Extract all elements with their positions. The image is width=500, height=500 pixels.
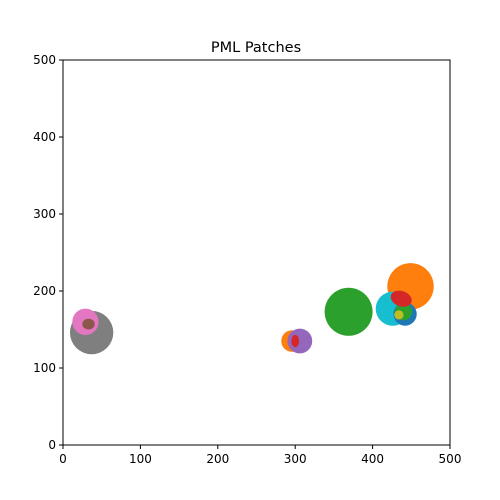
y-tick-label: 300 <box>33 207 56 221</box>
plot-frame <box>62 59 451 446</box>
patch-circle-6 <box>287 328 313 354</box>
y-tick-label: 400 <box>33 130 56 144</box>
x-tick-label: 500 <box>439 452 462 466</box>
y-tick-label: 0 <box>48 438 56 452</box>
x-tick-label: 0 <box>59 452 67 466</box>
patch-circle-13 <box>394 310 404 320</box>
y-tick-label: 200 <box>33 284 56 298</box>
x-tick-label: 100 <box>129 452 152 466</box>
x-tick-label: 200 <box>206 452 229 466</box>
patch-layer <box>69 263 434 355</box>
y-tick-label: 500 <box>33 53 56 67</box>
x-tick-label: 400 <box>361 452 384 466</box>
patch-ellipse-14 <box>390 290 412 307</box>
x-tick-label: 300 <box>284 452 307 466</box>
patch-ellipse-7 <box>291 334 300 348</box>
y-tick-label: 100 <box>33 361 56 375</box>
axes-layer: 0 100 200 300 400 500 0 100 200 300 400 500 <box>33 53 461 466</box>
patch-ellipse-4 <box>82 318 95 330</box>
patch-circle-8 <box>324 287 373 336</box>
chart-title: PML Patches <box>211 40 301 56</box>
